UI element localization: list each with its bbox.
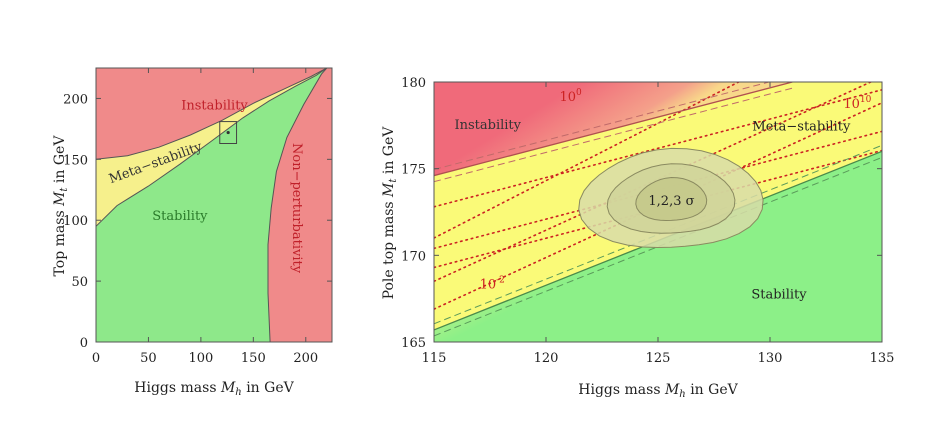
right-y-axis-label-symbol: M: [381, 182, 397, 198]
left-y-tick-label: 0: [80, 336, 88, 351]
left-lower-boundary-line: [96, 68, 328, 227]
right-x-axis-label-text: Higgs mass: [578, 382, 665, 398]
left-plot-frame: [95, 67, 333, 343]
left-x-tick-label: 50: [140, 351, 157, 366]
left-x-axis-label-subscript: h: [235, 387, 241, 398]
left-x-axis-label-symbol: M: [220, 380, 236, 396]
right-instability-band-line: [434, 87, 793, 183]
right-metastability-label: Meta−stability: [752, 120, 851, 135]
right-lifetime-label-10-neg2-exp: -2: [496, 275, 505, 285]
right-y-tick-label: 175: [401, 163, 426, 178]
right-instability-region: [434, 82, 882, 176]
left-x-tick-label: 150: [241, 351, 266, 366]
right-x-axis-label-symbol: M: [664, 382, 680, 398]
left-y-tick-label: 100: [63, 214, 88, 229]
right-x-axis-label: Higgs mass Mh in GeV: [578, 382, 738, 400]
left-zoom-box: [219, 121, 238, 145]
right-lifetime-line: [434, 89, 882, 208]
left-x-axis-label-unit: in GeV: [242, 380, 295, 396]
right-lifetime-label-10-0-base: 10: [559, 90, 576, 105]
right-confidence-label: 1,2,3 σ: [648, 194, 694, 209]
right-instability-band-line: [434, 82, 772, 170]
right-y-tick-label: 165: [401, 336, 426, 351]
right-y-axis-label-subscript: t: [388, 178, 399, 183]
right-ticks: 115 120 125 130 135 165 170 175 180: [401, 76, 894, 366]
left-upper-boundary-line: [96, 68, 328, 160]
right-y-tick-label: 180: [401, 76, 426, 91]
right-instability-band-line: [434, 82, 793, 177]
left-y-tick-label: 50: [71, 275, 88, 290]
left-ticks: 0 50 100 150 200 0 50 100 150 200: [63, 68, 332, 366]
right-confidence-contours: [578, 147, 764, 249]
left-stability-label: Stability: [152, 209, 208, 224]
left-y-tick-label: 200: [63, 92, 88, 107]
left-y-tick-label: 150: [63, 153, 88, 168]
right-lifetime-label-10-neg2: 10-2: [480, 275, 505, 292]
right-lifetime-label-10-0-exp: 0: [576, 88, 582, 98]
left-stability-region: [96, 68, 327, 342]
right-lifetime-label-10-10: 1010: [843, 95, 871, 112]
left-y-axis-label-text: Top mass: [52, 206, 68, 277]
right-y-axis-label-unit: in GeV: [381, 126, 397, 179]
right-x-tick-label: 120: [534, 351, 559, 366]
right-x-tick-label: 125: [646, 351, 671, 366]
left-nonperturbative-boundary-line: [267, 68, 328, 342]
right-lifetime-line: [434, 102, 882, 310]
left-y-axis-label-unit: in GeV: [52, 135, 68, 188]
left-x-tick-label: 200: [293, 351, 318, 366]
right-lifetime-line: [434, 82, 740, 239]
right-x-tick-label: 130: [758, 351, 783, 366]
left-nonperturbativity-label: Non−perturbativity: [289, 143, 304, 274]
right-y-tick-label: 170: [401, 249, 426, 264]
right-lifetime-label-10-neg2-base: 10: [480, 277, 497, 292]
left-y-axis-label: Top mass Mt in GeV: [52, 135, 70, 277]
right-stability-band-line: [434, 144, 882, 325]
right-lifetime-label-10-10-exp: 10: [860, 95, 872, 105]
left-x-tick-label: 0: [92, 351, 100, 366]
right-instability-label: Instability: [454, 118, 521, 133]
left-x-tick-label: 100: [188, 351, 213, 366]
left-x-axis-label: Higgs mass Mh in GeV: [134, 380, 294, 398]
right-x-tick-label: 115: [422, 351, 447, 366]
left-zoom-marker: [226, 130, 230, 135]
left-instability-label: Instability: [181, 98, 248, 113]
left-y-axis-label-symbol: M: [52, 191, 68, 207]
right-x-axis-label-subscript: h: [679, 389, 685, 400]
right-stability-band-line: [434, 156, 882, 337]
right-confidence-contour: [635, 176, 708, 222]
right-lifetime-label-10-10-base: 10: [843, 97, 860, 112]
right-x-axis-label-unit: in GeV: [686, 382, 739, 398]
right-y-axis-label-text: Pole top mass: [381, 197, 397, 299]
left-y-axis-label-subscript: t: [59, 187, 70, 192]
left-x-axis-label-text: Higgs mass: [134, 380, 221, 396]
right-lifetime-label-10-0: 100: [559, 88, 582, 105]
right-y-axis-label: Pole top mass Mt in GeV: [381, 126, 399, 300]
right-stability-label: Stability: [751, 288, 807, 303]
right-x-tick-label: 135: [870, 351, 895, 366]
